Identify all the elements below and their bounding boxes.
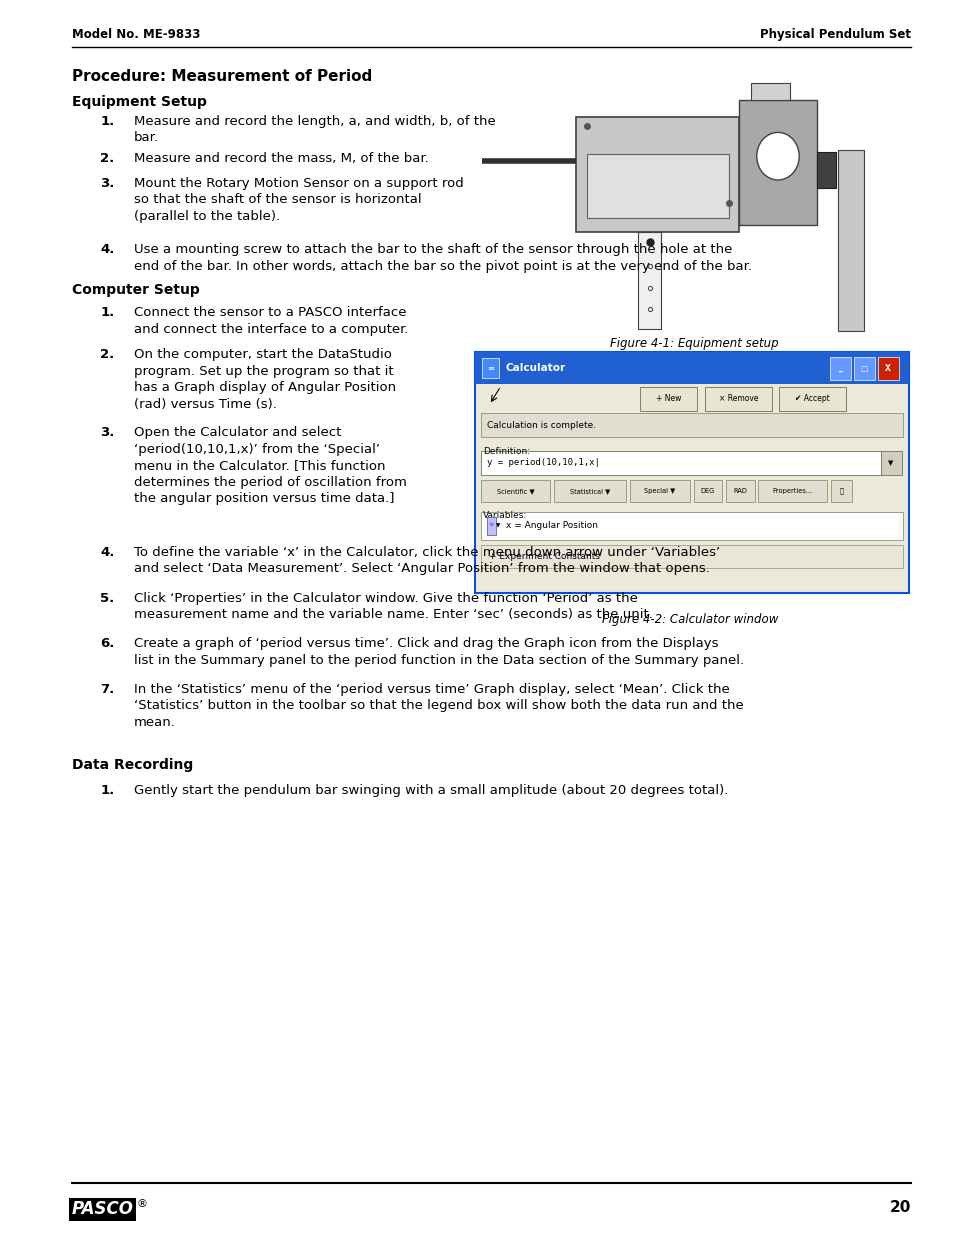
Bar xyxy=(480,545,902,568)
Bar xyxy=(554,479,625,503)
Bar xyxy=(725,479,754,503)
Text: Gently start the pendulum bar swinging with a small amplitude (about 20 degrees : Gently start the pendulum bar swinging w… xyxy=(133,784,727,798)
Bar xyxy=(480,513,902,540)
Text: x = Angular Position: x = Angular Position xyxy=(505,521,598,531)
Bar xyxy=(480,479,550,503)
Text: Calculation is complete.: Calculation is complete. xyxy=(486,421,595,430)
Text: RAD: RAD xyxy=(733,488,746,494)
Bar xyxy=(480,414,902,437)
Text: Measure and record the mass, M, of the bar.: Measure and record the mass, M, of the b… xyxy=(133,152,428,165)
Text: Connect the sensor to a PASCO interface
and connect the interface to a computer.: Connect the sensor to a PASCO interface … xyxy=(133,306,408,336)
Text: + New: + New xyxy=(656,394,680,404)
Text: 1.: 1. xyxy=(100,306,114,320)
Text: 1.: 1. xyxy=(100,115,114,128)
Text: PASCO: PASCO xyxy=(71,1200,133,1219)
Bar xyxy=(880,451,901,474)
Text: 4.: 4. xyxy=(100,243,114,257)
Text: Figure 4-2: Calculator window: Figure 4-2: Calculator window xyxy=(601,613,777,626)
Text: □: □ xyxy=(860,364,867,373)
Text: 1.: 1. xyxy=(100,784,114,798)
Text: Open the Calculator and select
‘period(10,10,1,x)’ from the ‘Special’
menu in th: Open the Calculator and select ‘period(1… xyxy=(133,426,406,505)
Bar xyxy=(758,479,826,503)
Bar xyxy=(629,479,689,503)
Text: 3.: 3. xyxy=(100,426,114,440)
Text: 4.: 4. xyxy=(100,546,114,559)
Bar xyxy=(829,357,850,380)
Text: y = period(10,10,1,x|: y = period(10,10,1,x| xyxy=(486,458,598,467)
Text: × Remove: × Remove xyxy=(718,394,758,404)
Text: Special ▼: Special ▼ xyxy=(643,488,675,494)
Text: In the ‘Statistics’ menu of the ‘period versus time’ Graph display, select ‘Mean: In the ‘Statistics’ menu of the ‘period … xyxy=(133,683,742,729)
Bar xyxy=(475,352,908,593)
Text: Procedure: Measurement of Period: Procedure: Measurement of Period xyxy=(71,69,372,84)
Text: 7.: 7. xyxy=(100,683,114,697)
Text: Use a mounting screw to attach the bar to the shaft of the sensor through the ho: Use a mounting screw to attach the bar t… xyxy=(133,243,751,273)
Text: Statistical ▼: Statistical ▼ xyxy=(569,488,610,494)
Bar xyxy=(830,479,851,503)
Text: On the computer, start the DataStudio
program. Set up the program so that it
has: On the computer, start the DataStudio pr… xyxy=(133,348,395,411)
Bar xyxy=(638,232,660,329)
Bar xyxy=(586,154,728,217)
Bar xyxy=(877,357,898,380)
Text: Scientific ▼: Scientific ▼ xyxy=(497,488,534,494)
Text: ▼: ▼ xyxy=(496,524,500,529)
Text: DEG: DEG xyxy=(700,488,714,494)
Bar xyxy=(486,516,496,535)
Text: Properties...: Properties... xyxy=(772,488,812,494)
Bar xyxy=(704,388,771,411)
Text: 5.: 5. xyxy=(100,592,114,605)
Text: 2.: 2. xyxy=(100,152,114,165)
Bar xyxy=(816,152,835,188)
Text: Calculator: Calculator xyxy=(505,363,565,373)
Text: Equipment Setup: Equipment Setup xyxy=(71,95,206,109)
Bar xyxy=(739,100,816,225)
Text: Model No. ME-9833: Model No. ME-9833 xyxy=(71,27,200,41)
Text: Figure 4-1: Equipment setup: Figure 4-1: Equipment setup xyxy=(610,337,778,351)
Text: ♥: ♥ xyxy=(488,524,494,529)
Bar xyxy=(639,388,697,411)
Bar xyxy=(576,116,739,232)
Text: ≡: ≡ xyxy=(486,364,494,373)
Bar xyxy=(475,352,908,384)
Text: ⌛: ⌛ xyxy=(839,488,842,494)
Text: 3.: 3. xyxy=(100,177,114,190)
Text: Measure and record the length, a, and width, b, of the
bar.: Measure and record the length, a, and wi… xyxy=(133,115,495,144)
Text: To define the variable ‘x’ in the Calculator, click the menu down arrow under ‘V: To define the variable ‘x’ in the Calcul… xyxy=(133,546,719,576)
Text: Computer Setup: Computer Setup xyxy=(71,283,199,296)
Bar xyxy=(481,358,498,378)
Text: Data Recording: Data Recording xyxy=(71,758,193,772)
Text: Create a graph of ‘period versus time’. Click and drag the Graph icon from the D: Create a graph of ‘period versus time’. … xyxy=(133,637,743,667)
Text: 6.: 6. xyxy=(100,637,114,651)
Text: _: _ xyxy=(838,364,841,373)
Text: Physical Pendulum Set: Physical Pendulum Set xyxy=(760,27,910,41)
Bar xyxy=(750,83,789,100)
Bar xyxy=(693,479,721,503)
Text: ▼: ▼ xyxy=(887,459,893,466)
Text: X: X xyxy=(884,364,890,373)
Text: 2.: 2. xyxy=(100,348,114,362)
Text: ✔ Accept: ✔ Accept xyxy=(795,394,829,404)
Bar xyxy=(480,451,880,474)
Text: Variables:: Variables: xyxy=(482,511,526,520)
Bar xyxy=(853,357,874,380)
Text: 20: 20 xyxy=(889,1200,910,1215)
Bar xyxy=(837,151,862,331)
Text: Mount the Rotary Motion Sensor on a support rod
so that the shaft of the sensor : Mount the Rotary Motion Sensor on a supp… xyxy=(133,177,463,222)
Text: Click ‘Properties’ in the Calculator window. Give the function ‘Period’ as the
m: Click ‘Properties’ in the Calculator win… xyxy=(133,592,652,621)
Ellipse shape xyxy=(756,132,799,180)
Bar xyxy=(779,388,845,411)
Text: + Experiment Constants: + Experiment Constants xyxy=(489,552,599,561)
Text: Definition:: Definition: xyxy=(482,447,529,456)
Text: ®: ® xyxy=(136,1199,148,1209)
